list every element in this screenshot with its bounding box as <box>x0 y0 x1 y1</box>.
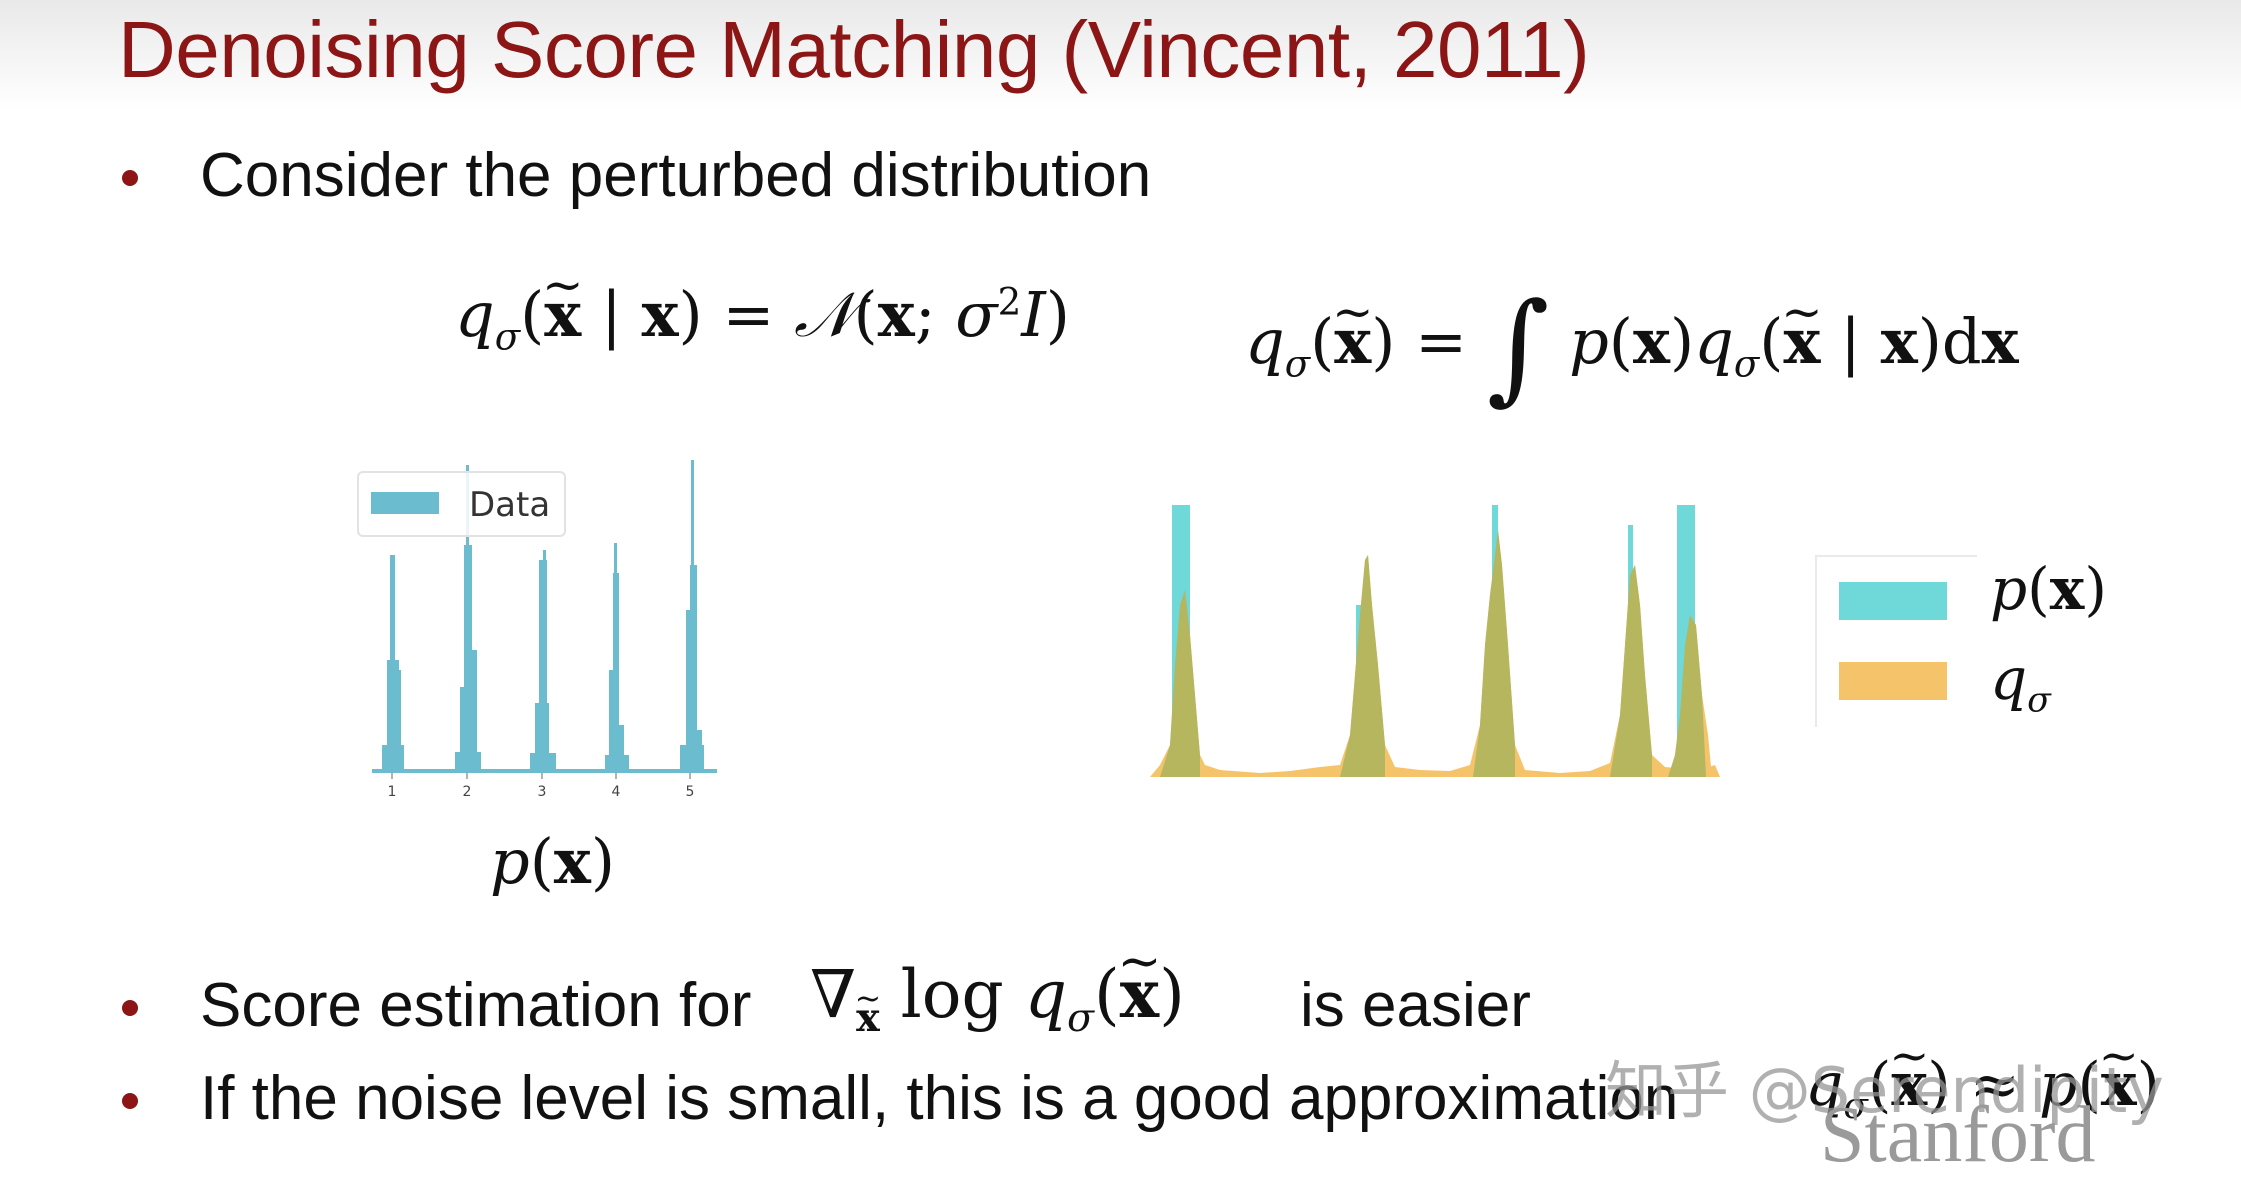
bullet-2-suffix: is easier <box>1300 971 1531 1040</box>
svg-text:2: 2 <box>463 784 472 800</box>
legend-label-q: qσ <box>1990 645 2051 721</box>
equation-approx: qσ(x) ≈ p(x) <box>1805 1050 2160 1127</box>
equation-conditional: qσ(x | x) = 𝒩(x; σ2I) <box>455 278 1070 358</box>
equation-score: ∇x log qσ(x) <box>810 955 1185 1041</box>
perturbed-legend <box>1815 555 1977 727</box>
equation-marginal: qσ(x) = ∫ p(x)qσ(x | x)dx <box>1245 278 2019 417</box>
legend-label-p: p(x) <box>1990 555 2108 623</box>
perturbed-histogram-chart <box>1150 505 1720 777</box>
legend-swatch-q <box>1839 662 1947 700</box>
stanford-logo: Stanford <box>1820 1091 2096 1179</box>
legend-swatch-data <box>371 492 439 514</box>
data-histogram-chart: 1 2 3 4 5 <box>372 460 717 800</box>
x-axis-ticks: 1 2 3 4 5 <box>388 773 695 800</box>
histogram-bars <box>372 460 717 773</box>
bullet-1: Consider the perturbed distribution <box>200 141 1152 210</box>
data-legend: Data <box>357 471 566 537</box>
watermark: 知乎 @Serendipity <box>1605 1054 2164 1127</box>
legend-swatch-p <box>1839 582 1947 620</box>
slide-title: Denoising Score Matching (Vincent, 2011) <box>118 5 1590 94</box>
overlap-region <box>1160 530 1706 777</box>
svg-text:5: 5 <box>686 784 695 800</box>
legend-label-data: Data <box>469 485 551 525</box>
bullet-2-prefix: Score estimation for <box>200 971 752 1040</box>
left-chart-caption: p(x) <box>490 825 616 898</box>
svg-text:3: 3 <box>538 784 547 800</box>
bullet-3: If the noise level is small, this is a g… <box>200 1064 1679 1133</box>
bullet-dot <box>122 1000 138 1016</box>
svg-text:4: 4 <box>612 784 621 800</box>
bullet-dot <box>122 170 138 186</box>
title-band <box>0 0 2241 110</box>
svg-text:1: 1 <box>388 784 397 800</box>
bullet-dot <box>122 1093 138 1109</box>
